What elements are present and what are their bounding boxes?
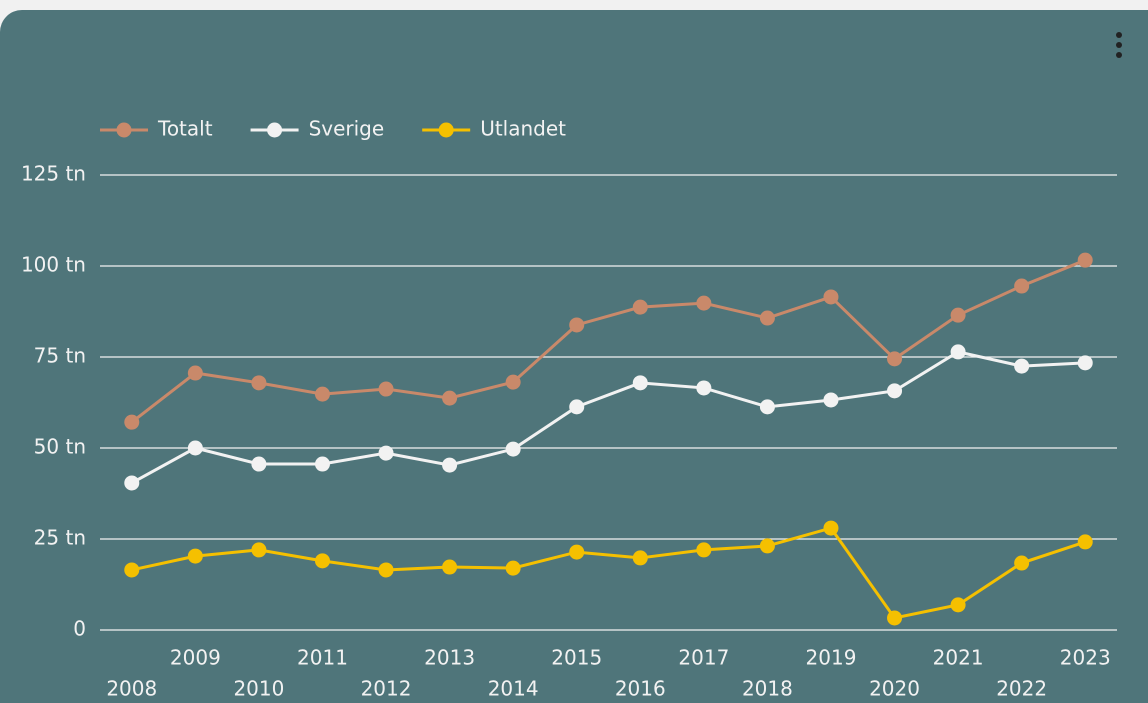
- point: [696, 380, 712, 396]
- point: [569, 544, 585, 560]
- x-tick-label: 2017: [678, 646, 729, 670]
- point: [378, 562, 394, 578]
- point: [505, 560, 521, 576]
- series-line: [131, 350, 1086, 485]
- point: [696, 542, 712, 558]
- point: [314, 553, 330, 569]
- legend-label: Totalt: [157, 117, 213, 141]
- point: [696, 295, 712, 311]
- point: [887, 610, 903, 626]
- legend-label: Sverige: [309, 117, 385, 141]
- point: [950, 344, 966, 360]
- point: [1014, 278, 1030, 294]
- point: [378, 445, 394, 461]
- legend-label: Utlandet: [480, 117, 566, 141]
- point: [124, 562, 140, 578]
- point: [632, 299, 648, 315]
- x-tick-label: 2014: [488, 677, 539, 701]
- point: [187, 548, 203, 564]
- menu-button[interactable]: [1116, 32, 1122, 58]
- x-tick-label: 2008: [106, 677, 157, 701]
- x-tick-label: 2021: [933, 646, 984, 670]
- point: [251, 375, 267, 391]
- point: [950, 597, 966, 613]
- point: [251, 456, 267, 472]
- point: [124, 475, 140, 491]
- x-tick-label: 2013: [424, 646, 475, 670]
- y-tick-label: 25 tn: [34, 526, 86, 550]
- point: [378, 381, 394, 397]
- series-line: [131, 526, 1086, 620]
- series-line: [130, 258, 1086, 424]
- y-tick-label: 125 tn: [21, 162, 86, 186]
- point: [569, 317, 585, 333]
- chart: 0 25 tn 50 tn 75 tn 100 tn 125 tn 2008 2009 2010…: [21, 32, 1122, 701]
- x-tick-label: 2020: [869, 677, 920, 701]
- x-tick-label: 2016: [615, 677, 666, 701]
- point: [251, 542, 267, 558]
- x-tick-label: 2009: [170, 646, 221, 670]
- point: [632, 375, 648, 391]
- x-tick-label: 2023: [1060, 646, 1111, 670]
- legend-marker: [116, 122, 132, 138]
- point: [1014, 358, 1030, 374]
- point: [632, 550, 648, 566]
- point: [1077, 252, 1093, 268]
- x-tick-label: 2011: [297, 646, 348, 670]
- point: [823, 520, 839, 536]
- point: [187, 365, 203, 381]
- point: [823, 289, 839, 305]
- menu-dot[interactable]: [1116, 52, 1122, 58]
- point: [124, 414, 140, 430]
- point: [1077, 355, 1093, 371]
- x-tick-label: 2022: [996, 677, 1047, 701]
- point: [569, 399, 585, 415]
- x-tick-label: 2010: [233, 677, 284, 701]
- point: [442, 390, 458, 406]
- x-tick-label: 2018: [742, 677, 793, 701]
- y-tick-label: 100 tn: [21, 253, 86, 277]
- point: [887, 351, 903, 367]
- y-tick-label: 50 tn: [34, 435, 86, 459]
- legend-marker: [438, 122, 454, 138]
- y-tick-label: 0: [73, 617, 86, 641]
- point: [759, 310, 775, 326]
- point: [314, 456, 330, 472]
- x-tick-label: 2019: [806, 646, 857, 670]
- menu-dot[interactable]: [1116, 42, 1122, 48]
- point: [505, 441, 521, 457]
- x-tick-label: 2012: [361, 677, 412, 701]
- point: [442, 559, 458, 575]
- point: [1014, 555, 1030, 571]
- y-tick-label: 75 tn: [34, 344, 86, 368]
- point: [187, 440, 203, 456]
- point: [759, 538, 775, 554]
- point: [442, 457, 458, 473]
- point: [505, 374, 521, 390]
- point: [759, 399, 775, 415]
- point: [950, 307, 966, 323]
- point: [887, 383, 903, 399]
- point: [823, 392, 839, 408]
- point: [314, 386, 330, 402]
- x-tick-label: 2015: [551, 646, 602, 670]
- legend-marker: [267, 122, 283, 138]
- menu-dot[interactable]: [1116, 32, 1122, 38]
- point: [1077, 534, 1093, 550]
- chart-card: 0 25 tn 50 tn 75 tn 100 tn 125 tn 2008 2009 2010…: [0, 10, 1148, 703]
